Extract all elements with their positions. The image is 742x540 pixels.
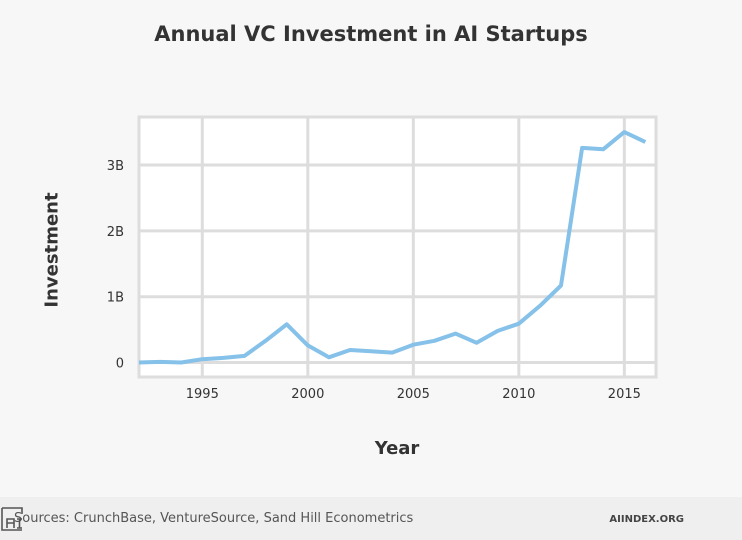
y-tick-label: 2B <box>107 225 124 240</box>
investment-line <box>138 130 647 365</box>
x-tick-label: 2000 <box>291 387 324 402</box>
plot-area <box>137 115 658 379</box>
x-tick-label: 2005 <box>397 387 430 402</box>
x-tick-label: 2010 <box>502 387 535 402</box>
site-link[interactable]: AIINDEX.ORG <box>609 514 684 525</box>
x-tick-label: 2015 <box>608 387 641 402</box>
y-tick-label: 1B <box>107 291 124 306</box>
x-tick-label: 1995 <box>186 387 219 402</box>
x-axis-label: Year <box>374 438 420 459</box>
sources-text: Sources: CrunchBase, VentureSource, Sand… <box>14 511 414 526</box>
chart-title: Annual VC Investment in AI Startups <box>154 22 588 46</box>
y-tick-label: 3B <box>107 159 124 174</box>
y-tick-label: 0 <box>116 357 124 372</box>
chart-plot: 1995 2000 2005 2010 2015 0 1B 2B 3B <box>107 115 658 402</box>
ai-index-logo-icon <box>1 507 23 531</box>
footer: Sources: CrunchBase, VentureSource, Sand… <box>0 497 742 540</box>
